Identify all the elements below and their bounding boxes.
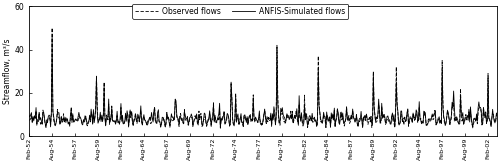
Line: ANFIS-Simulated flows: ANFIS-Simulated flows [29,37,497,128]
ANFIS-Simulated flows [494,114,500,116]
Observed flows [245,124,251,126]
Observed flows [218,127,224,129]
ANFIS-Simulated flows [440,116,446,118]
ANFIS-Simulated flows [49,36,55,38]
ANFIS-Simulated flows [218,127,224,129]
Observed flows [440,116,446,118]
Line: Observed flows: Observed flows [29,28,497,128]
Observed flows [49,27,55,29]
ANFIS-Simulated flows [386,119,392,121]
ANFIS-Simulated flows [126,117,132,119]
ANFIS-Simulated flows [125,114,131,116]
ANFIS-Simulated flows [26,115,32,117]
Observed flows [126,119,132,121]
Observed flows [386,121,392,123]
ANFIS-Simulated flows [394,81,400,83]
Y-axis label: Streamflow, m³/s: Streamflow, m³/s [3,39,12,104]
Observed flows [26,119,32,121]
Observed flows [394,66,400,68]
ANFIS-Simulated flows [245,123,251,125]
Legend: Observed flows, ANFIS-Simulated flows: Observed flows, ANFIS-Simulated flows [132,4,348,19]
Observed flows [494,118,500,120]
Observed flows [125,114,131,116]
